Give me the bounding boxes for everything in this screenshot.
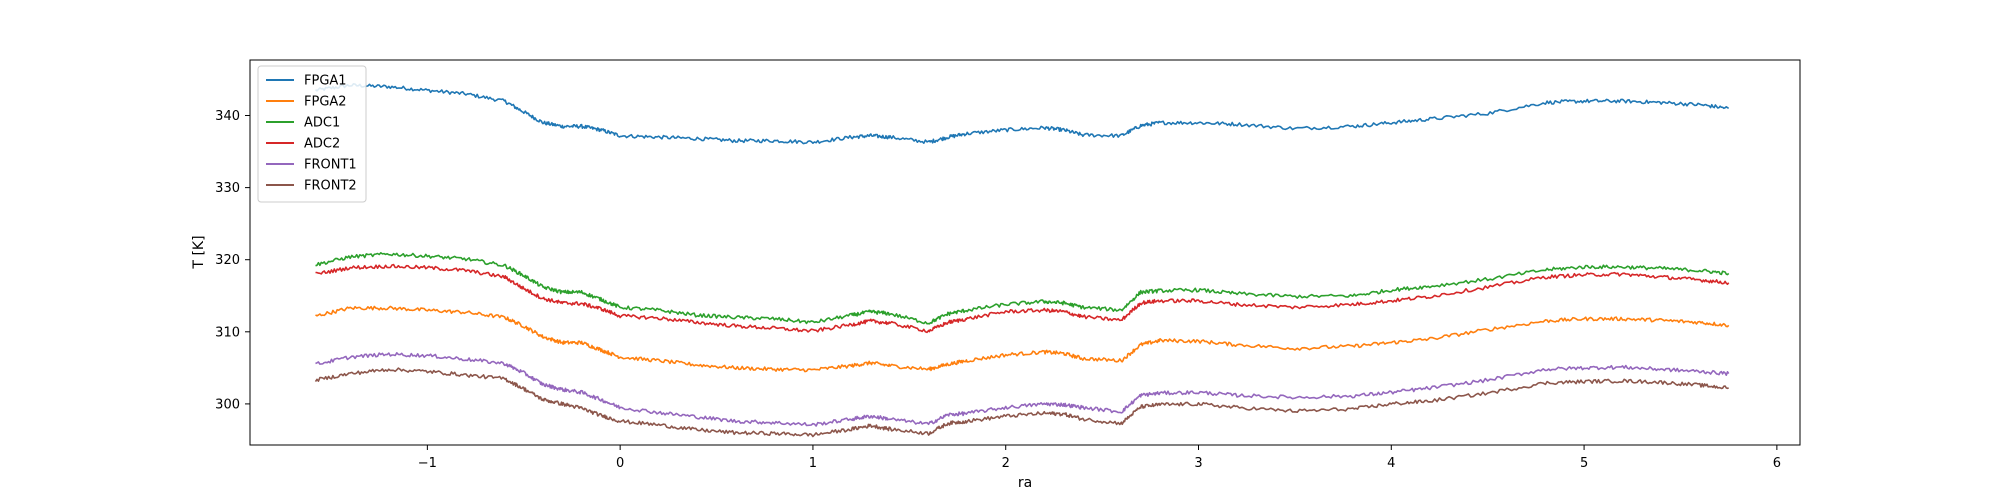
x-axis-label: ra <box>1018 475 1032 491</box>
x-tick-label: 1 <box>809 456 817 471</box>
y-tick-label: 330 <box>215 181 240 196</box>
y-tick-label: 310 <box>215 325 240 340</box>
legend-label-fpga1: FPGA1 <box>304 74 347 89</box>
legend-label-adc1: ADC1 <box>304 116 340 131</box>
x-tick-label: 0 <box>616 456 624 471</box>
legend-label-front2: FRONT2 <box>304 179 357 194</box>
x-tick-label: 3 <box>1194 456 1202 471</box>
x-tick-label: 5 <box>1580 456 1588 471</box>
plot-frame <box>249 59 1801 446</box>
y-axis-ticks: 300 310 320 330 340 <box>215 109 250 412</box>
series-line-fpga1 <box>315 83 1730 145</box>
x-tick-label: 4 <box>1387 456 1395 471</box>
x-tick-label: 6 <box>1773 456 1781 471</box>
legend-label-front1: FRONT1 <box>304 158 357 173</box>
x-axis-ticks: −1 0 1 2 3 4 5 6 <box>418 445 1781 471</box>
plot-area <box>250 60 1800 445</box>
series-line-adc1 <box>315 252 1730 325</box>
y-tick-label: 320 <box>215 253 240 268</box>
series-line-front1 <box>315 352 1730 427</box>
x-tick-label: 2 <box>1002 456 1010 471</box>
y-tick-label: 340 <box>215 109 240 124</box>
x-tick-label: −1 <box>418 456 437 471</box>
series-line-fpga2 <box>315 305 1730 373</box>
legend: FPGA1 FPGA2 ADC1 ADC2 FRONT1 FRONT2 <box>257 65 367 203</box>
y-tick-label: 300 <box>215 397 240 412</box>
series-layer <box>314 83 1730 438</box>
series-line-adc2 <box>315 263 1730 334</box>
y-axis-label: T [K] <box>191 235 207 269</box>
legend-label-fpga2: FPGA2 <box>304 95 347 110</box>
series-line-front2 <box>314 367 1729 438</box>
legend-label-adc2: ADC2 <box>304 137 340 152</box>
